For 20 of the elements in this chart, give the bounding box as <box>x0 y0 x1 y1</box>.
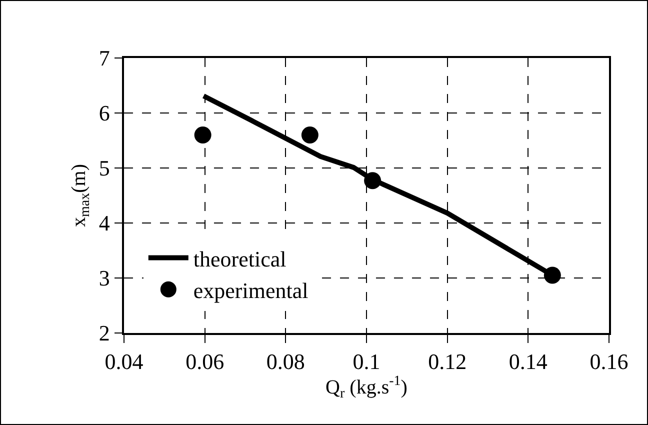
y-tick-label: 3 <box>98 266 110 291</box>
x-tick-label: 0.16 <box>590 349 628 374</box>
y-tick-label: 2 <box>98 320 110 346</box>
x-tick-label: 0.1 <box>352 349 380 374</box>
x-tick-label: 0.08 <box>266 349 305 374</box>
x-tick-label: 0.06 <box>186 349 224 374</box>
x-tick-label: 0.04 <box>104 349 144 374</box>
x-tick-label: 0.14 <box>508 349 548 374</box>
point <box>194 126 212 144</box>
point <box>544 266 561 284</box>
point <box>301 126 318 144</box>
x-tick-label: 0.12 <box>428 349 467 374</box>
legend-label: theoretical <box>193 246 286 272</box>
point <box>364 172 382 190</box>
y-tick-label: 5 <box>98 156 110 181</box>
y-tick-label: 7 <box>98 46 110 71</box>
legend-label: experimental <box>193 278 308 303</box>
x-axis-title: Q$_{r}$ (kg.s$^{-1}$) <box>326 374 408 402</box>
y-tick-label: 4 <box>98 210 110 236</box>
y-tick-label: 6 <box>98 100 110 126</box>
